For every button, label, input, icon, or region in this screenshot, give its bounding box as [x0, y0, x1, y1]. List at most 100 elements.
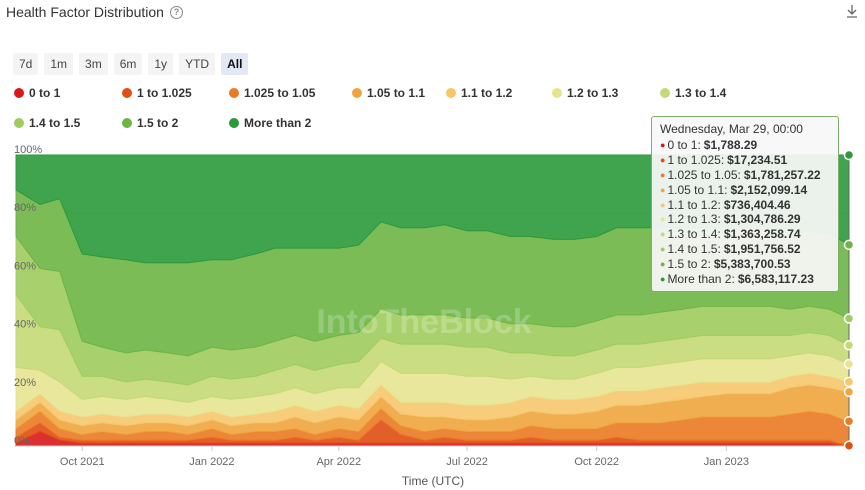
tooltip-value: $17,234.51 [727, 153, 788, 168]
tooltip-row: ● 1.3 to 1.4: $1,363,258.74 [660, 227, 830, 242]
download-icon[interactable] [845, 4, 859, 18]
range-button-ytd[interactable]: YTD [179, 53, 216, 75]
legend-item[interactable]: 1 to 1.025 [122, 86, 192, 100]
tooltip-row: ● 1.025 to 1.05: $1,781,257.22 [660, 168, 830, 183]
tooltip-dot-icon: ● [660, 273, 666, 284]
range-button-7d[interactable]: 7d [13, 53, 39, 75]
tooltip-label: More than 2: [667, 271, 735, 286]
tooltip-row: ● 1.05 to 1.1: $2,152,099.14 [660, 182, 830, 197]
hover-marker [843, 239, 855, 251]
y-tick-label: 60% [14, 260, 36, 272]
legend-dot-icon [14, 118, 24, 128]
tooltip-row: ● 1 to 1.025: $17,234.51 [660, 153, 830, 168]
legend-item[interactable]: 1.2 to 1.3 [552, 86, 618, 100]
tooltip-dot-icon: ● [660, 140, 666, 151]
tooltip-dot-icon: ● [660, 243, 666, 254]
legend-label: 1.05 to 1.1 [367, 86, 426, 100]
legend-dot-icon [229, 118, 239, 128]
hover-marker [843, 340, 855, 351]
hover-marker [843, 416, 855, 427]
tooltip-dot-icon: ● [660, 229, 666, 240]
legend-dot-icon [14, 88, 24, 98]
legend-dot-icon [229, 88, 239, 98]
x-tick-label: Apr 2022 [316, 456, 361, 468]
chart-tooltip: Wednesday, Mar 29, 00:00 ● 0 to 1: $1,788.… [651, 116, 839, 292]
range-button-6m[interactable]: 6m [113, 53, 143, 75]
tooltip-date: Wednesday, Mar 29, 00:00 [660, 122, 803, 136]
tooltip-label: 1.2 to 1.3: [667, 212, 721, 227]
tooltip-value: $5,383,700.53 [713, 256, 791, 271]
tooltip-row: ● More than 2: $6,583,117.23 [660, 271, 830, 286]
tooltip-label: 1.3 to 1.4: [667, 227, 721, 242]
tooltip-value: $1,788.29 [703, 138, 758, 153]
tooltip-value: $2,152,099.14 [730, 182, 808, 197]
tooltip-row: ● 1.5 to 2: $5,383,700.53 [660, 256, 830, 271]
legend-item[interactable]: More than 2 [229, 116, 311, 130]
tooltip-row: ● 0 to 1: $1,788.29 [660, 138, 830, 153]
tooltip-dot-icon: ● [660, 184, 666, 195]
tooltip-dot-icon: ● [660, 155, 666, 166]
legend-label: 1 to 1.025 [137, 86, 192, 100]
x-tick-label: Jan 2022 [189, 456, 234, 468]
tooltip-label: 1.025 to 1.05: [667, 167, 741, 182]
hover-marker [843, 313, 855, 324]
tooltip-row: ● 1.2 to 1.3: $1,304,786.29 [660, 212, 830, 227]
tooltip-dot-icon: ● [660, 199, 666, 210]
hover-marker [843, 440, 855, 451]
legend-item[interactable]: 1.05 to 1.1 [352, 86, 425, 100]
tooltip-label: 0 to 1: [667, 138, 701, 153]
hover-marker [843, 358, 855, 370]
watermark: IntoTheBlock [316, 303, 531, 341]
legend-item[interactable]: 1.025 to 1.05 [229, 86, 315, 100]
hover-marker [843, 149, 855, 161]
x-tick-label: Jul 2022 [446, 456, 488, 468]
legend-item[interactable]: 1.1 to 1.2 [446, 86, 512, 100]
chart-title-row: Health Factor Distribution ? [6, 4, 183, 20]
legend-dot-icon [660, 88, 670, 98]
legend-label: More than 2 [244, 116, 312, 130]
tooltip-value: $1,363,258.74 [723, 227, 801, 242]
range-selector: 7d 1m 3m 6m 1y YTD All [13, 53, 249, 75]
hover-marker [843, 386, 855, 398]
legend-dot-icon [552, 88, 562, 98]
hover-marker [843, 376, 855, 388]
y-tick-label: 0% [14, 435, 30, 447]
tooltip-value: $1,951,756.52 [723, 241, 801, 256]
x-tick-label: Oct 2022 [574, 456, 619, 468]
x-tick-label: Jan 2023 [704, 456, 749, 468]
tooltip-label: 1.05 to 1.1: [667, 182, 728, 197]
tooltip-dot-icon: ● [660, 258, 666, 269]
chart-title: Health Factor Distribution [6, 4, 164, 20]
legend-dot-icon [122, 118, 132, 128]
legend-label: 1.4 to 1.5 [29, 116, 81, 130]
legend-item[interactable]: 1.3 to 1.4 [660, 86, 726, 100]
tooltip-value: $1,304,786.29 [723, 212, 801, 227]
range-button-1y[interactable]: 1y [148, 53, 174, 75]
legend-dot-icon [352, 88, 362, 98]
y-tick-label: 40% [14, 319, 36, 331]
tooltip-label: 1.4 to 1.5: [667, 241, 721, 256]
tooltip-value: $1,781,257.22 [743, 167, 821, 182]
x-axis-label: Time (UTC) [402, 474, 464, 488]
legend-label: 1.1 to 1.2 [461, 86, 513, 100]
legend-label: 1.5 to 2 [137, 116, 179, 130]
range-button-1m[interactable]: 1m [44, 53, 74, 75]
legend-item[interactable]: 0 to 1 [14, 86, 60, 100]
question-circle-icon[interactable]: ? [169, 5, 183, 19]
y-tick-label: 80% [14, 202, 36, 214]
tooltip-label: 1.5 to 2: [667, 256, 711, 271]
legend-dot-icon [122, 88, 132, 98]
tooltip-dot-icon: ● [660, 214, 666, 225]
legend-label: 1.3 to 1.4 [675, 86, 727, 100]
legend-item[interactable]: 1.4 to 1.5 [14, 116, 80, 130]
range-button-all[interactable]: All [221, 53, 249, 75]
tooltip-label: 1 to 1.025: [667, 153, 725, 168]
tooltip-label: 1.1 to 1.2: [667, 197, 721, 212]
y-tick-label: 20% [14, 377, 36, 389]
range-button-3m[interactable]: 3m [79, 53, 108, 75]
legend-label: 0 to 1 [29, 86, 61, 100]
y-tick-label: 100% [14, 144, 42, 156]
legend-item[interactable]: 1.5 to 2 [122, 116, 178, 130]
tooltip-row: ● 1.1 to 1.2: $736,404.46 [660, 197, 830, 212]
